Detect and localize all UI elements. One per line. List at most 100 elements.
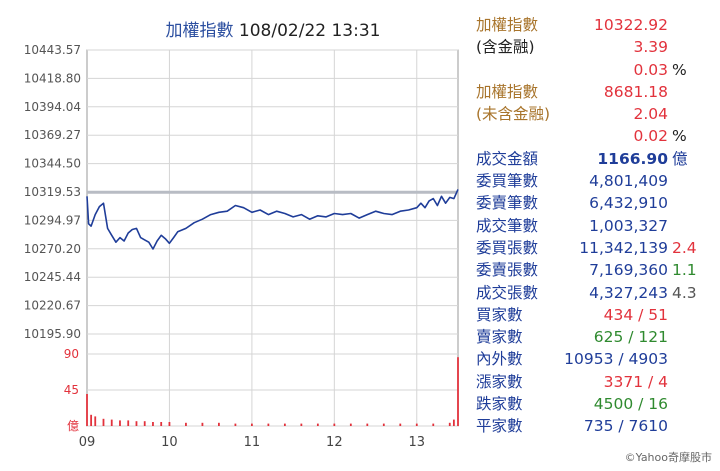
y-tick-label: 10245.44 <box>24 270 81 284</box>
stat-label: (含金融) <box>476 38 535 57</box>
index-series-line <box>86 189 459 250</box>
x-tick-label: 09 <box>79 435 96 450</box>
volume-bar <box>135 421 138 426</box>
stat-row: 買家數 434 / 51 <box>476 304 720 326</box>
stat-value: 3.39 <box>633 38 668 57</box>
stat-label: (未含金融) <box>476 105 551 124</box>
volume-tick-label: 45 <box>64 383 79 397</box>
volume-bar <box>152 422 154 426</box>
copyright-credit: ©Yahoo奇摩股市 <box>624 451 712 464</box>
volume-bar <box>160 422 163 426</box>
volume-tick-label: 90 <box>64 347 79 361</box>
stat-label: 成交金額 <box>476 149 539 168</box>
volume-bar <box>234 423 237 426</box>
stat-row: 加權指數 8681.18 <box>476 81 720 103</box>
stat-value: 625 / 121 <box>593 328 668 347</box>
stat-label: 委買張數 <box>476 238 539 257</box>
volume-bar <box>250 423 253 426</box>
stat-label: 成交張數 <box>476 283 539 302</box>
y-tick-label: 10294.97 <box>24 213 81 227</box>
volume-bar <box>90 414 93 426</box>
volume-bar <box>102 418 105 426</box>
stat-label: 內外數 <box>476 350 523 369</box>
x-tick-label: 10 <box>161 435 178 450</box>
volume-bar <box>218 422 220 426</box>
stat-value: 3371 / 4 <box>603 372 668 391</box>
stat-value: 735 / 7610 <box>583 417 668 436</box>
stat-row: 成交張數 4,327,243 4.3 <box>476 282 720 304</box>
stat-value: 1166.90 <box>597 149 668 168</box>
y-tick-label: 10270.20 <box>24 242 81 256</box>
y-tick-label: 10394.04 <box>24 100 81 114</box>
stat-row: 0.02% <box>476 125 720 147</box>
volume-bar <box>382 423 385 426</box>
volume-bar <box>432 423 435 426</box>
stat-value: 2.04 <box>633 105 668 124</box>
volume-bar <box>457 357 459 426</box>
y-tick-label: 10195.90 <box>24 327 81 341</box>
volume-bar <box>168 422 171 426</box>
volume-bar <box>110 419 113 426</box>
stat-row: 內外數 10953 / 4903 <box>476 348 720 370</box>
volume-bar <box>127 420 130 426</box>
volume-bar <box>448 422 451 426</box>
stat-value: 434 / 51 <box>603 305 668 324</box>
volume-bar <box>300 423 303 426</box>
stat-label: 買家數 <box>476 305 523 324</box>
y-tick-label: 10319.53 <box>24 185 81 199</box>
stat-value: 4,801,409 <box>589 172 668 191</box>
stat-value: 4,327,243 <box>589 283 668 302</box>
stat-extra: % <box>672 60 687 79</box>
y-tick-label: 10220.67 <box>24 299 81 313</box>
x-tick-label: 11 <box>244 435 261 450</box>
y-tick-label: 10369.27 <box>24 128 81 142</box>
stat-value: 11,342,139 <box>579 238 668 257</box>
stat-value: 10322.92 <box>594 16 668 34</box>
stat-row: 委買筆數 4,801,409 <box>476 170 720 192</box>
stats-panel: 加權指數 10322.92 (含金融) 3.39 0.03% 加權指數 8681.18 (未含… <box>476 14 720 438</box>
stat-label: 漲家數 <box>476 372 523 391</box>
stat-row: (未含金融) 2.04 <box>476 103 720 125</box>
volume-bar <box>283 423 286 426</box>
stat-value: 0.03 <box>633 60 668 79</box>
stat-value: 7,169,360 <box>589 261 668 280</box>
stat-label: 委賣張數 <box>476 261 539 280</box>
volume-bar <box>415 423 418 426</box>
stat-label: 加權指數 <box>476 16 539 34</box>
stat-row: 漲家數 3371 / 4 <box>476 371 720 393</box>
stat-label: 委賣筆數 <box>476 194 539 213</box>
stat-row: (含金融) 3.39 <box>476 36 720 58</box>
volume-bar <box>201 422 204 426</box>
y-tick-label: 10418.80 <box>24 71 81 85</box>
volume-bar <box>349 423 352 426</box>
volume-bar <box>143 421 146 426</box>
stat-label: 平家數 <box>476 417 523 436</box>
stat-row: 委買張數 11,342,139 2.4 <box>476 237 720 259</box>
stat-row: 平家數 735 / 7610 <box>476 415 720 437</box>
chart-datetime: 108/02/22 13:31 <box>238 21 381 41</box>
volume-bar <box>267 423 270 426</box>
stat-extra: % <box>672 127 687 146</box>
stat-row: 委賣張數 7,169,360 1.1 <box>476 259 720 281</box>
y-tick-label: 10443.57 <box>24 43 81 57</box>
stat-row: 成交筆數 1,003,327 <box>476 215 720 237</box>
stat-extra: 4.3 <box>672 283 697 302</box>
x-tick-label: 12 <box>326 435 343 450</box>
volume-bar <box>185 422 187 426</box>
volume-bar <box>94 416 97 426</box>
stat-value: 4500 / 16 <box>593 395 668 414</box>
stat-value: 6,432,910 <box>589 194 668 213</box>
stat-row: 0.03% <box>476 59 720 81</box>
stat-label: 成交筆數 <box>476 216 539 235</box>
chart-title: 加權指數 108/02/22 13:31 <box>88 16 458 41</box>
stat-extra: 億 <box>672 149 688 168</box>
stat-extra: 2.4 <box>672 238 697 257</box>
stat-label: 加權指數 <box>476 82 539 101</box>
volume-bar <box>366 423 369 426</box>
stat-value: 8681.18 <box>603 82 668 101</box>
stat-row: 成交金額 1166.90 億 <box>476 148 720 170</box>
stat-value: 10953 / 4903 <box>564 350 668 369</box>
stat-label: 賣家數 <box>476 328 523 347</box>
x-tick-label: 13 <box>409 435 426 450</box>
